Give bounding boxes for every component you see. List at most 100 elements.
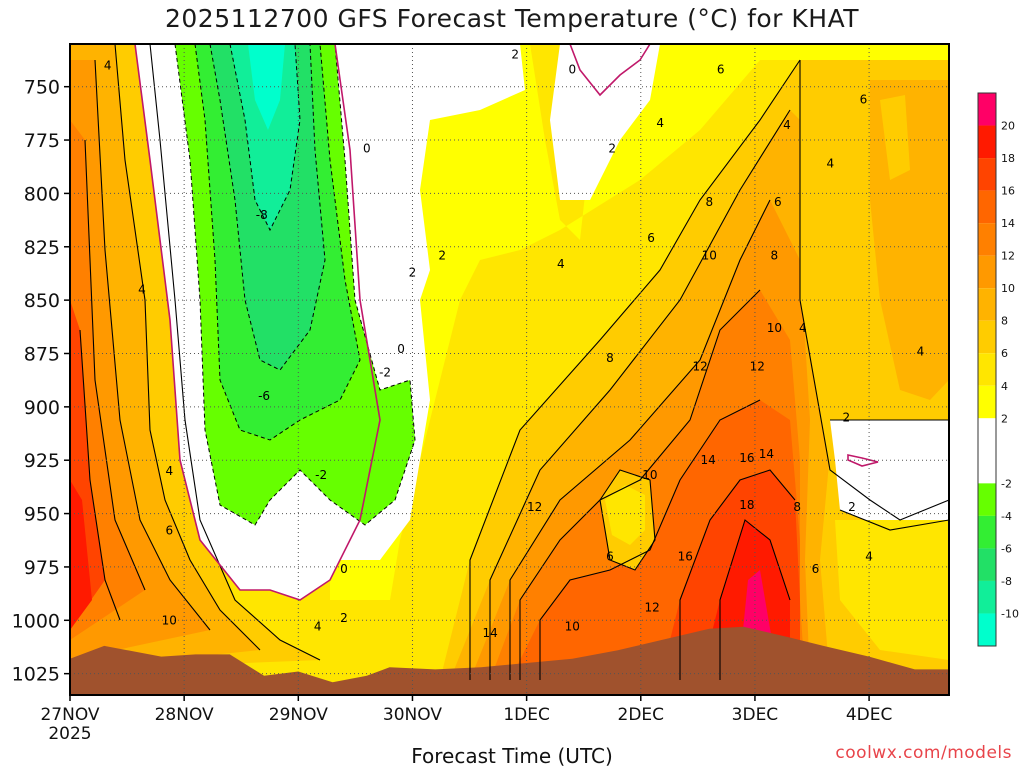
contour-label: 16 xyxy=(739,451,754,465)
zero-degree-contour xyxy=(134,44,879,601)
contour-label: 0 xyxy=(568,63,576,77)
contour-label: 10 xyxy=(642,468,657,482)
plot-frame xyxy=(69,43,950,696)
contour-label: 6 xyxy=(774,195,782,209)
y-tick-label: 975 xyxy=(24,557,60,579)
contour-label: 12 xyxy=(750,359,765,373)
colorbar-band xyxy=(978,158,996,191)
contour-label: -2 xyxy=(379,366,391,380)
contour-label: 8 xyxy=(705,195,713,209)
colorbar-label: 2 xyxy=(1001,412,1008,425)
x-tick-label: 27NOV xyxy=(40,705,99,725)
contour-label: 2 xyxy=(409,265,417,279)
contour-label: -2 xyxy=(315,468,327,482)
colorbar-label: 18 xyxy=(1001,152,1015,165)
contour-label: 2 xyxy=(340,611,348,625)
x-tick-label: 28NOV xyxy=(155,705,214,725)
colorbar-band xyxy=(978,385,996,419)
y-tick-label: 925 xyxy=(24,450,60,472)
contour-label: 4 xyxy=(314,620,322,634)
x-tick-label: 29NOV xyxy=(269,705,328,725)
x-tick-label: 4DEC xyxy=(846,705,893,725)
contour-label: 14 xyxy=(700,453,715,467)
colorbar-band xyxy=(978,288,996,321)
contour-label: 4 xyxy=(138,282,146,296)
colorbar-band xyxy=(978,93,996,126)
colorbar: 20 18 16 14 12 10 8 6 4 2 -2 -4 -6 -8 -10 xyxy=(977,92,1019,647)
contour-label: 6 xyxy=(812,562,820,576)
x-tick-label: 1DEC xyxy=(503,705,550,725)
contour-label: 8 xyxy=(606,351,614,365)
contour-label: 4 xyxy=(165,464,173,478)
y-tick-label: 1000 xyxy=(12,610,60,632)
contour-label: 4 xyxy=(799,321,807,335)
contour-label: 2 xyxy=(438,248,446,262)
colorbar-band xyxy=(978,418,996,484)
colorbar-label: -2 xyxy=(1001,477,1012,490)
colorbar-band xyxy=(978,580,996,614)
contour-label: 2 xyxy=(511,48,519,62)
x-tick-label: 3DEC xyxy=(732,705,779,725)
contour-label: 6 xyxy=(647,231,655,245)
y-tick-label: 775 xyxy=(24,130,60,152)
contour-label: -8 xyxy=(256,208,268,222)
colorbar-band xyxy=(978,190,996,224)
contour-label: 10 xyxy=(767,321,782,335)
colorbar-label: 20 xyxy=(1001,120,1015,133)
colorbar-label: -6 xyxy=(1001,542,1012,555)
contour-label: 8 xyxy=(771,248,779,262)
contour-label: 0 xyxy=(397,342,405,356)
contour-label: 12 xyxy=(645,600,660,614)
y-tick-label: 850 xyxy=(24,290,60,312)
contour-label: 14 xyxy=(482,626,497,640)
colorbar-frame xyxy=(977,92,997,647)
x-axis: 27NOV 28NOV 29NOV 30NOV 1DEC 2DEC 3DEC 4DEC 2025 xyxy=(40,695,892,744)
colorbar-band xyxy=(978,483,996,516)
contour-label: 4 xyxy=(557,257,565,271)
contour-label: 2 xyxy=(842,411,850,425)
colorbar-band xyxy=(978,353,996,386)
contour-label: 0 xyxy=(340,562,348,576)
contour-label: 14 xyxy=(759,447,774,461)
y-tick-label: 875 xyxy=(24,343,60,365)
y-tick-label: 800 xyxy=(24,183,60,205)
chart-title: 2025112700 GFS Forecast Temperature (°C)… xyxy=(164,4,860,33)
temperature-field xyxy=(70,44,949,695)
colorbar-band xyxy=(978,223,996,256)
colorbar-band xyxy=(978,613,996,646)
contour-label: 4 xyxy=(656,116,664,130)
contour-label: 4 xyxy=(783,118,791,132)
x-tick-year: 2025 xyxy=(48,724,91,744)
x-tick-label: 2DEC xyxy=(618,705,665,725)
colorbar-band xyxy=(978,515,996,549)
colorbar-label: -8 xyxy=(1001,575,1012,588)
y-tick-label: 1025 xyxy=(12,664,60,686)
contour-lines xyxy=(79,44,949,680)
negative-contours xyxy=(174,44,416,526)
colorbar-label: -4 xyxy=(1001,510,1012,523)
y-axis: 750 775 800 825 850 875 900 925 950 975 1000 1025 xyxy=(12,77,70,686)
source-credit: coolwx.com/models xyxy=(835,743,1012,763)
contour-label: 12 xyxy=(692,359,707,373)
colorbar-label: 10 xyxy=(1001,282,1015,295)
y-tick-label: 900 xyxy=(24,397,60,419)
contour-label: 2 xyxy=(608,142,616,156)
contour-label: 4 xyxy=(917,344,925,358)
contour-label: 8 xyxy=(793,500,801,514)
contour-label: 2 xyxy=(848,500,856,514)
contour-label: 12 xyxy=(527,500,542,514)
x-tick-label: 30NOV xyxy=(383,705,442,725)
colorbar-band xyxy=(978,255,996,289)
colorbar-label: 16 xyxy=(1001,185,1015,198)
colorbar-band xyxy=(978,548,996,581)
contour-label: 6 xyxy=(606,549,614,563)
colorbar-band xyxy=(978,320,996,354)
contour-label: 6 xyxy=(717,63,725,77)
y-tick-label: 750 xyxy=(24,77,60,99)
colorbar-label: -10 xyxy=(1001,607,1019,620)
contour-label: 18 xyxy=(739,498,754,512)
colorbar-label: 14 xyxy=(1001,217,1015,230)
colorbar-label: 4 xyxy=(1001,380,1008,393)
contour-labels: 4 2 0 6 6 4 4 4 2 0 -8 8 6 2 2 4 6 10 8 4 10 4 0 8 12 12 4 -2 -6 2 4 -2… xyxy=(104,48,924,640)
